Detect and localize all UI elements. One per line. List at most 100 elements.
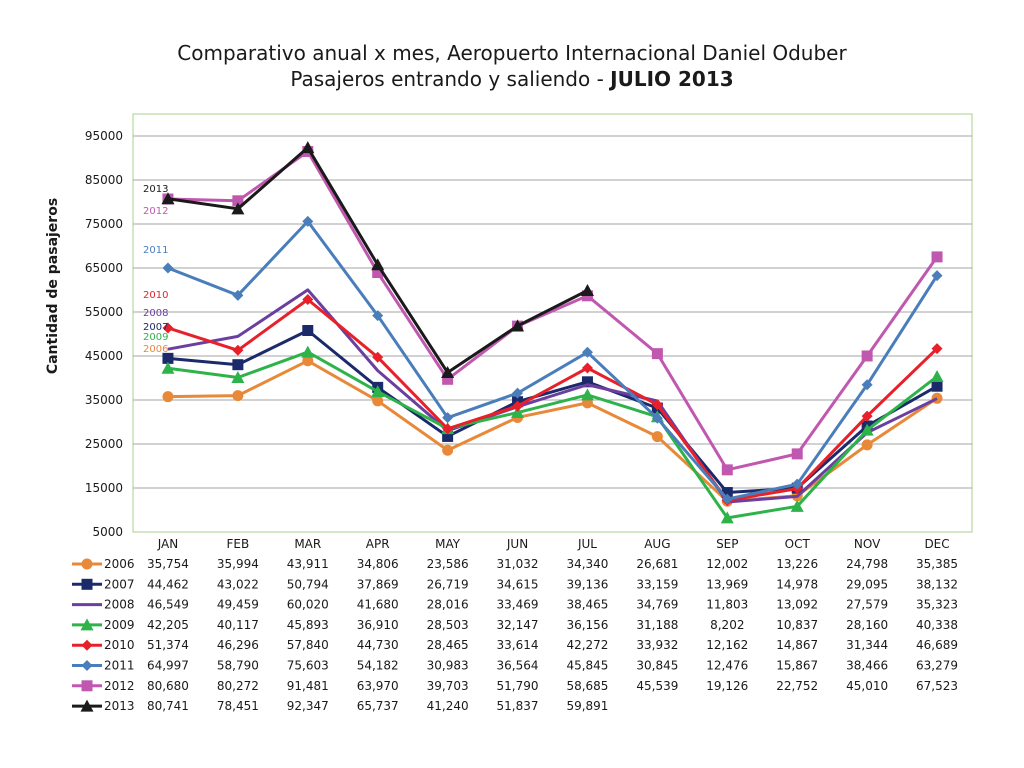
data-point-2010-AUG <box>651 399 663 411</box>
data-label-2010-MAY: 28,465 <box>427 638 469 652</box>
inline-label-2009: 2009 <box>143 332 168 343</box>
y-tick-label: 35000 <box>85 393 123 407</box>
data-point-2012-AUG <box>651 348 663 360</box>
data-label-2013-APR: 65,737 <box>357 699 399 713</box>
x-tick-label: FEB <box>227 537 250 551</box>
data-label-2013-JAN: 80,741 <box>147 699 189 713</box>
x-tick-label: MAY <box>435 537 461 551</box>
data-label-2008-AUG: 34,769 <box>636 598 678 612</box>
data-point-2013-JAN <box>161 192 175 205</box>
data-point-2013-APR <box>371 258 385 271</box>
data-label-2009-AUG: 31,188 <box>636 618 678 632</box>
data-point-2012-DEC <box>931 251 943 263</box>
data-label-2010-APR: 44,730 <box>357 638 399 652</box>
data-label-2011-FEB: 58,790 <box>217 659 259 673</box>
data-point-2010-FEB <box>232 344 244 356</box>
data-label-2008-MAR: 60,020 <box>287 598 329 612</box>
data-label-2006-SEP: 12,002 <box>706 557 748 571</box>
data-point-2011-APR <box>372 310 384 322</box>
legend-label-2010: 2010 <box>104 638 135 652</box>
data-point-2013-FEB <box>231 202 245 215</box>
series-2011 <box>162 215 943 505</box>
data-point-2006-DEC <box>931 392 943 404</box>
data-point-2011-OCT <box>791 478 803 490</box>
data-point-2007-MAY <box>442 430 454 442</box>
data-point-2007-JUL <box>581 376 593 388</box>
inline-label-2007: 2007 <box>143 322 168 333</box>
data-label-2008-FEB: 49,459 <box>217 598 259 612</box>
legend-label-2007: 2007 <box>104 577 135 591</box>
data-label-2009-JAN: 42,205 <box>147 618 189 632</box>
legend-label-2006: 2006 <box>104 557 135 571</box>
legend-marker-2012 <box>81 680 93 692</box>
data-label-2012-JAN: 80,680 <box>147 679 189 693</box>
legend-marker-2007 <box>81 578 93 590</box>
legend-marker-2013 <box>80 699 94 712</box>
y-tick-label: 65000 <box>85 261 123 275</box>
data-label-2011-AUG: 30,845 <box>636 659 678 673</box>
series-line-2010 <box>167 298 939 502</box>
data-label-2009-JUN: 32,147 <box>497 618 539 632</box>
y-tick-label: 15000 <box>85 481 123 495</box>
data-label-2012-MAR: 91,481 <box>287 679 329 693</box>
data-label-2012-OCT: 22,752 <box>776 679 818 693</box>
data-point-2010-DEC <box>931 343 943 355</box>
data-point-2006-MAY <box>442 444 454 456</box>
chart-title-block: Comparativo anual x mes, Aeropuerto Inte… <box>0 40 1024 92</box>
series-2009 <box>161 345 944 524</box>
data-point-2013-JUL <box>580 283 594 296</box>
data-label-2008-JAN: 46,549 <box>147 598 189 612</box>
data-point-2006-NOV <box>861 439 873 451</box>
data-label-2011-SEP: 12,476 <box>706 659 748 673</box>
data-label-2010-MAR: 57,840 <box>287 638 329 652</box>
data-label-2009-MAY: 28,503 <box>427 618 469 632</box>
data-label-2010-DEC: 46,689 <box>916 638 958 652</box>
data-label-2007-JAN: 44,462 <box>147 577 189 591</box>
data-label-2010-AUG: 33,932 <box>636 638 678 652</box>
y-tick-label: 55000 <box>85 305 123 319</box>
data-point-2009-JAN <box>161 361 175 374</box>
data-label-2011-JUN: 36,564 <box>497 659 539 673</box>
y-tick-label: 45000 <box>85 349 123 363</box>
data-point-2010-MAY <box>442 423 454 435</box>
data-label-2008-JUL: 38,465 <box>566 598 608 612</box>
data-point-2011-DEC <box>931 270 943 282</box>
inline-label-2008: 2008 <box>143 308 168 319</box>
data-point-2009-APR <box>371 385 385 398</box>
data-point-2011-AUG <box>651 412 663 424</box>
data-point-2009-JUN <box>511 406 525 419</box>
inline-label-2013: 2013 <box>143 184 168 195</box>
data-label-2007-FEB: 43,022 <box>217 577 259 591</box>
data-point-2012-FEB <box>232 195 244 207</box>
y-tick-label: 95000 <box>85 129 123 143</box>
x-tick-label: OCT <box>785 537 811 551</box>
x-tick-label: DEC <box>924 537 949 551</box>
y-tick-label: 85000 <box>85 173 123 187</box>
data-label-2011-APR: 54,182 <box>357 659 399 673</box>
legend-marker-2009 <box>80 618 94 631</box>
data-label-2009-MAR: 45,893 <box>287 618 329 632</box>
data-point-2006-JAN <box>162 391 174 403</box>
y-tick-label: 75000 <box>85 217 123 231</box>
inline-label-2006: 2006 <box>143 344 168 355</box>
data-label-2008-OCT: 13,092 <box>776 598 818 612</box>
data-label-2006-MAR: 43,911 <box>287 557 329 571</box>
data-point-2006-FEB <box>232 390 244 402</box>
legend-label-2008: 2008 <box>104 598 135 612</box>
data-point-2007-JAN <box>162 352 174 364</box>
data-label-2012-JUN: 51,790 <box>497 679 539 693</box>
data-label-2010-JAN: 51,374 <box>147 638 189 652</box>
data-label-2012-NOV: 45,010 <box>846 679 888 693</box>
data-point-2007-FEB <box>232 359 244 371</box>
data-point-2013-MAR <box>301 141 315 154</box>
x-tick-label: MAR <box>294 537 321 551</box>
data-label-2008-NOV: 27,579 <box>846 598 888 612</box>
series-2008 <box>167 288 938 504</box>
data-point-2011-JUL <box>581 346 593 358</box>
data-label-2007-JUN: 34,615 <box>497 577 539 591</box>
data-label-2006-MAY: 23,586 <box>427 557 469 571</box>
data-point-2010-APR <box>372 351 384 363</box>
data-label-2011-DEC: 63,279 <box>916 659 958 673</box>
y-tick-label: 5000 <box>92 525 123 539</box>
data-point-2012-OCT <box>791 448 803 460</box>
